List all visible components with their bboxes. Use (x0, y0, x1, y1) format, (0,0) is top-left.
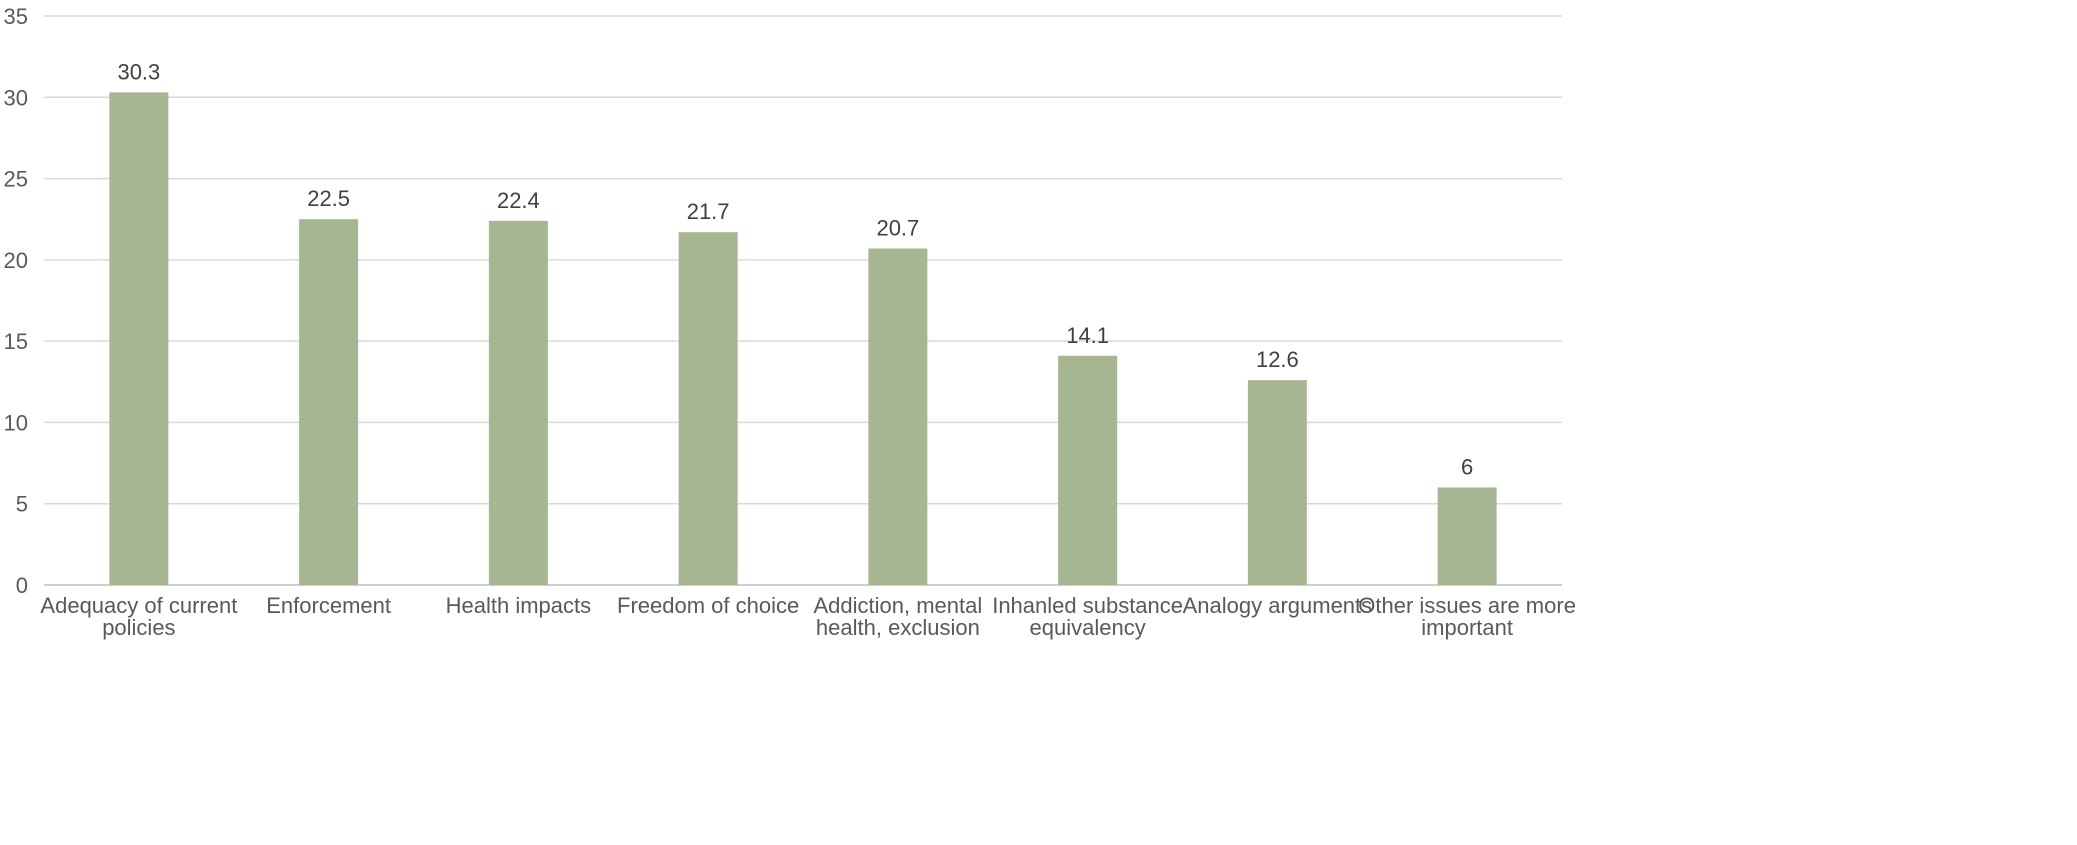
bar-value-label: 30.3 (117, 59, 160, 84)
bars (109, 92, 1497, 585)
y-tick-label: 35 (4, 4, 28, 29)
category-label: Other issues are more (1358, 593, 1576, 618)
y-axis-ticks: 0 5 10 15 20 25 30 35 (4, 4, 28, 598)
category-label: policies (102, 615, 175, 640)
gridlines (44, 15, 1562, 586)
bar-value-label: 14.1 (1066, 323, 1109, 348)
bar-value-label: 20.7 (876, 215, 919, 240)
category-label: Adequacy of current (40, 593, 237, 618)
y-tick-label: 15 (4, 329, 28, 354)
category-label: equivalency (1030, 615, 1146, 640)
bar-value-label: 22.4 (497, 188, 540, 213)
bar-value-label: 12.6 (1256, 347, 1299, 372)
bar (1247, 380, 1307, 585)
y-tick-label: 20 (4, 248, 28, 273)
y-tick-label: 30 (4, 85, 28, 110)
bar (868, 248, 928, 585)
bar-value-label: 6 (1461, 454, 1473, 479)
bar (109, 92, 169, 585)
category-label: Inhanled substance (992, 593, 1183, 618)
y-tick-label: 10 (4, 410, 28, 435)
category-label: Health impacts (446, 593, 592, 618)
bar-value-label: 22.5 (307, 186, 350, 211)
category-label: health, exclusion (816, 615, 980, 640)
category-label: Freedom of choice (617, 593, 799, 618)
bar (299, 219, 359, 585)
bar (1058, 355, 1118, 585)
bar (678, 232, 738, 585)
y-tick-label: 0 (16, 573, 28, 598)
bar-value-label: 21.7 (687, 199, 730, 224)
category-label: Enforcement (266, 593, 391, 618)
bar (1437, 487, 1497, 585)
data-labels: 30.3 22.5 22.4 21.7 20.7 14.1 12.6 6 (117, 59, 1473, 479)
category-label: important (1421, 615, 1513, 640)
bar (488, 220, 548, 585)
category-label: Addiction, mental (813, 593, 982, 618)
y-tick-label: 25 (4, 167, 28, 192)
category-label: Analogy arguments (1183, 593, 1373, 618)
y-tick-label: 5 (16, 492, 28, 517)
